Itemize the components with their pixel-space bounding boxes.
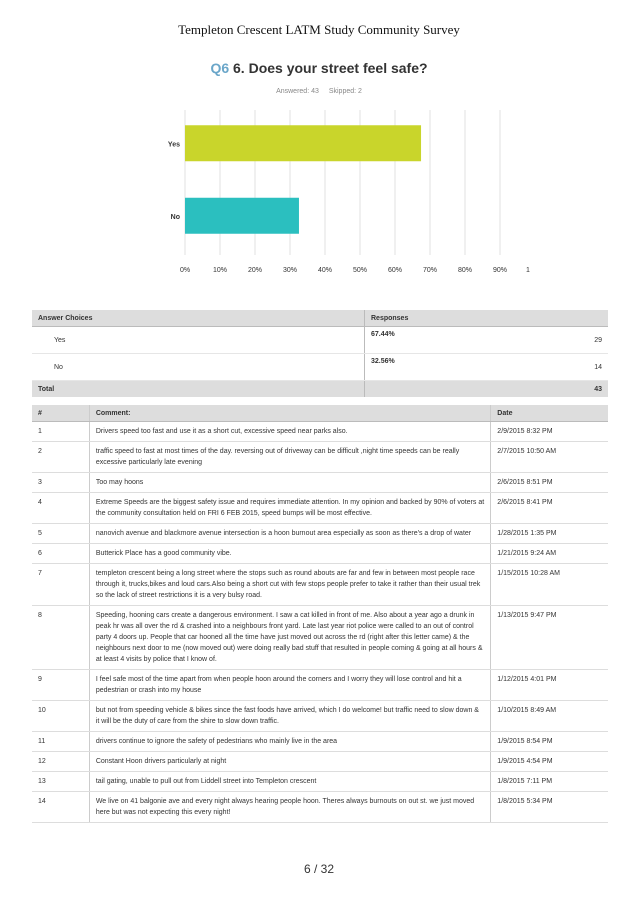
comment-number: 10 xyxy=(32,700,90,732)
comments-table: # Comment: Date 1 Drivers speed too fast … xyxy=(32,405,608,823)
comment-row: 6 Butterick Place has a good community vi… xyxy=(32,543,608,564)
answer-row: Yes 67.44% 29 xyxy=(32,326,608,354)
comment-text: Constant Hoon drivers particularly at ni… xyxy=(88,751,492,772)
x-tick-label: 30% xyxy=(283,267,297,274)
comment-text: but not from speeding vehicle & bikes si… xyxy=(88,700,492,732)
total-label: Total xyxy=(32,380,365,397)
question-title: Q6 6. Does your street feel safe? xyxy=(0,60,638,76)
comment-number-header: # xyxy=(32,405,90,422)
response-bar-chart: 0% 10% 20% 30% 40% 50% 60% 70% 80% 90% 100% Yes No xyxy=(168,110,530,274)
question-text: 6. Does your street feel safe? xyxy=(233,60,428,76)
comment-row: 7 templeton crescent being a long street … xyxy=(32,563,608,606)
total-row: Total 43 xyxy=(32,380,608,397)
comment-text: Extreme Speeds are the biggest safety is… xyxy=(88,492,492,524)
comment-header: Comment: xyxy=(88,405,492,422)
skipped-count: Skipped: 2 xyxy=(328,88,362,95)
comment-row: 11 drivers continue to ignore the safety … xyxy=(32,731,608,752)
comment-date: 2/9/2015 8:32 PM xyxy=(490,421,608,442)
x-tick-label: 100% xyxy=(526,267,530,274)
comment-date: 1/28/2015 1:35 PM xyxy=(490,523,608,544)
answer-count: 14 xyxy=(521,353,608,381)
comment-date: 2/7/2015 10:50 AM xyxy=(490,441,608,473)
comment-text: Too may hoons xyxy=(88,472,492,493)
comment-row: 2 traffic speed to fast at most times of … xyxy=(32,441,608,473)
answer-percentage: 67.44% xyxy=(363,326,522,354)
comment-number: 9 xyxy=(32,669,90,701)
x-tick-label: 10% xyxy=(213,267,227,274)
x-tick-label: 40% xyxy=(318,267,332,274)
x-tick-label: 20% xyxy=(248,267,262,274)
comment-date: 1/12/2015 4:01 PM xyxy=(490,669,608,701)
comment-row: 4 Extreme Speeds are the biggest safety i… xyxy=(32,492,608,524)
x-tick-label: 0% xyxy=(180,267,190,274)
comment-date: 1/9/2015 4:54 PM xyxy=(490,751,608,772)
comment-number: 1 xyxy=(32,421,90,442)
x-tick-label: 70% xyxy=(423,267,437,274)
comment-number: 8 xyxy=(32,605,90,670)
answer-row: No 32.56% 14 xyxy=(32,353,608,381)
total-count: 43 xyxy=(521,380,608,397)
comment-number: 3 xyxy=(32,472,90,493)
date-header: Date xyxy=(490,405,608,422)
comment-date: 1/9/2015 8:54 PM xyxy=(490,731,608,752)
answer-choices-header: Answer Choices xyxy=(32,310,365,327)
comment-text: tail gating, unable to pull out from Lid… xyxy=(88,771,492,792)
category-label: Yes xyxy=(168,141,180,148)
comment-row: 10 but not from speeding vehicle & bikes … xyxy=(32,700,608,732)
question-stats: Answered: 43 Skipped: 2 xyxy=(0,88,638,95)
comment-row: 1 Drivers speed too fast and use it as a … xyxy=(32,421,608,442)
answer-percentage: 32.56% xyxy=(363,353,522,381)
bar-no xyxy=(185,197,299,234)
answered-count: Answered: 43 xyxy=(276,88,319,95)
comment-text: We live on 41 balgonie ave and every nig… xyxy=(88,791,492,823)
comment-text: Butterick Place has a good community vib… xyxy=(88,543,492,564)
comment-number: 14 xyxy=(32,791,90,823)
comment-text: templeton crescent being a long street w… xyxy=(88,563,492,606)
answer-choice-label: No xyxy=(32,353,365,381)
comment-number: 13 xyxy=(32,771,90,792)
comment-number: 4 xyxy=(32,492,90,524)
comment-number: 7 xyxy=(32,563,90,606)
comment-row: 3 Too may hoons 2/6/2015 8:51 PM xyxy=(32,472,608,493)
comment-row: 8 Speeding, hooning cars create a dangero… xyxy=(32,605,608,670)
x-tick-label: 60% xyxy=(388,267,402,274)
x-tick-label: 50% xyxy=(353,267,367,274)
category-label: No xyxy=(171,214,180,221)
comment-text: traffic speed to fast at most times of t… xyxy=(88,441,492,473)
comment-row: 12 Constant Hoon drivers particularly at … xyxy=(32,751,608,772)
comment-date: 2/6/2015 8:51 PM xyxy=(490,472,608,493)
answer-choice-label: Yes xyxy=(32,326,365,354)
comment-date: 1/15/2015 10:28 AM xyxy=(490,563,608,606)
comment-date: 1/21/2015 9:24 AM xyxy=(490,543,608,564)
comment-number: 2 xyxy=(32,441,90,473)
x-tick-label: 80% xyxy=(458,267,472,274)
comment-row: 14 We live on 41 balgonie ave and every n… xyxy=(32,791,608,823)
comment-text: I feel safe most of the time apart from … xyxy=(88,669,492,701)
document-title: Templeton Crescent LATM Study Community … xyxy=(178,22,460,37)
question-number: Q6 xyxy=(210,60,230,76)
comment-date: 1/8/2015 5:34 PM xyxy=(490,791,608,823)
comment-text: Drivers speed too fast and use it as a s… xyxy=(88,421,492,442)
bar-yes xyxy=(185,125,422,162)
page-number: 6 / 32 xyxy=(303,862,335,876)
comment-row: 5 nanovich avenue and blackmore avenue in… xyxy=(32,523,608,544)
comment-date: 1/10/2015 8:49 AM xyxy=(490,700,608,732)
comment-text: drivers continue to ignore the safety of… xyxy=(88,731,492,752)
comment-number: 11 xyxy=(32,731,90,752)
comment-number: 12 xyxy=(32,751,90,772)
comment-number: 5 xyxy=(32,523,90,544)
comment-text: nanovich avenue and blackmore avenue int… xyxy=(88,523,492,544)
comment-date: 2/6/2015 8:41 PM xyxy=(490,492,608,524)
responses-header: Responses xyxy=(364,310,608,327)
answer-count: 29 xyxy=(521,326,608,354)
comment-date: 1/8/2015 7:11 PM xyxy=(490,771,608,792)
comment-number: 6 xyxy=(32,543,90,564)
answer-choices-table: Answer Choices Responses Yes 67.44% 29 N… xyxy=(32,310,608,397)
comment-date: 1/13/2015 9:47 PM xyxy=(490,605,608,670)
comment-row: 13 tail gating, unable to pull out from L… xyxy=(32,771,608,792)
x-tick-label: 90% xyxy=(493,267,507,274)
comment-text: Speeding, hooning cars create a dangerou… xyxy=(88,605,492,670)
